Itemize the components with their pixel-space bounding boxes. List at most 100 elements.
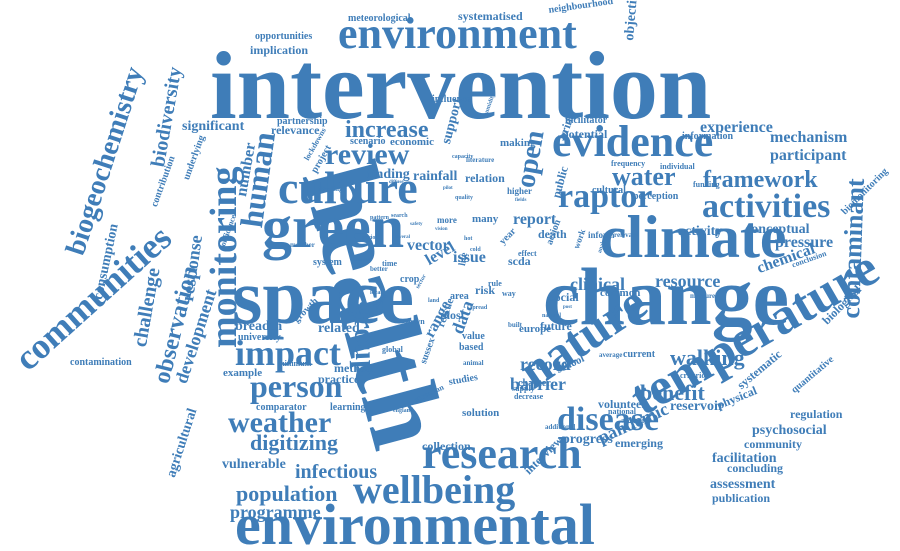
cloud-word: activities bbox=[702, 188, 831, 225]
cloud-word: change bbox=[543, 251, 789, 342]
cloud-word: walking bbox=[670, 345, 745, 370]
cloud-word: activity bbox=[678, 224, 723, 239]
cloud-word: space bbox=[232, 253, 414, 340]
cloud-word: experience bbox=[700, 119, 773, 136]
cloud-word: influence bbox=[432, 94, 471, 105]
cloud-word: criterion bbox=[680, 371, 710, 380]
cloud-word: based bbox=[459, 342, 484, 353]
cloud-word: pattern bbox=[370, 215, 389, 221]
cloud-word: water bbox=[612, 162, 676, 191]
cloud-word: meteorological bbox=[348, 13, 411, 24]
cloud-word: way bbox=[502, 289, 516, 298]
cloud-word: vision bbox=[435, 227, 448, 232]
cloud-word: mechanism bbox=[770, 129, 848, 146]
cloud-word: global bbox=[382, 345, 403, 354]
cloud-word: capacity bbox=[452, 154, 474, 160]
cloud-word: post bbox=[563, 305, 572, 310]
cloud-word: europe bbox=[519, 323, 552, 335]
cloud-word: issue bbox=[453, 249, 486, 266]
cloud-word: contamination bbox=[70, 357, 132, 368]
cloud-word: university bbox=[238, 332, 281, 343]
cloud-word: partnership bbox=[277, 116, 328, 127]
cloud-word: impact bbox=[235, 333, 341, 373]
cloud-word: system bbox=[313, 257, 342, 268]
cloud-word: relevance bbox=[271, 123, 320, 137]
cloud-word: decrease bbox=[514, 392, 544, 401]
cloud-word: evidence bbox=[552, 117, 714, 166]
cloud-word: work bbox=[571, 227, 588, 251]
cloud-word: natural bbox=[542, 313, 562, 319]
cloud-word: benefit bbox=[640, 380, 705, 405]
cloud-word: remains bbox=[353, 258, 371, 263]
cloud-word: digitizing bbox=[250, 430, 339, 455]
cloud-word: pressure bbox=[775, 234, 834, 251]
cloud-word: potential bbox=[562, 127, 608, 141]
cloud-word: scenario bbox=[350, 136, 386, 147]
cloud-word: scda bbox=[508, 254, 531, 268]
cloud-word: local bbox=[370, 290, 382, 296]
cloud-word: more bbox=[437, 215, 457, 225]
cloud-word: facilitator bbox=[565, 115, 608, 126]
cloud-word: pilot bbox=[443, 186, 453, 191]
cloud-word: solution bbox=[462, 407, 500, 419]
cloud-word: average bbox=[599, 351, 623, 359]
cloud-word: spread bbox=[470, 305, 488, 311]
cloud-word: quantitative bbox=[789, 354, 837, 396]
cloud-word: chapter bbox=[518, 378, 551, 389]
cloud-word: vulnerable bbox=[222, 457, 286, 472]
cloud-word: time bbox=[382, 259, 398, 268]
cloud-word: member bbox=[290, 241, 315, 249]
cloud-word: relation bbox=[465, 171, 505, 185]
cloud-word: effect bbox=[518, 249, 537, 258]
cloud-word: report bbox=[513, 211, 557, 228]
cloud-word: facilitation bbox=[712, 451, 777, 466]
cloud-word: value bbox=[462, 331, 485, 342]
cloud-word: crop bbox=[400, 274, 420, 285]
cloud-word: future bbox=[540, 319, 572, 333]
cloud-word: psychosocial bbox=[752, 423, 827, 438]
cloud-word: collection bbox=[422, 439, 471, 453]
cloud-word: raptor bbox=[558, 178, 653, 215]
cloud-word: down bbox=[406, 317, 425, 326]
cloud-word: hot bbox=[464, 236, 473, 242]
cloud-word: animal bbox=[463, 359, 484, 367]
cloud-word: flooding bbox=[318, 185, 343, 193]
cloud-word: built bbox=[508, 321, 523, 329]
cloud-word: review bbox=[325, 138, 410, 171]
cloud-word: diffuse bbox=[389, 180, 404, 185]
cloud-word: additional bbox=[545, 423, 576, 431]
cloud-word: vector bbox=[407, 237, 450, 254]
cloud-word: person bbox=[250, 368, 343, 404]
cloud-word: practice bbox=[318, 372, 360, 386]
cloud-word: intervention bbox=[210, 32, 712, 139]
cloud-word: quality bbox=[455, 195, 474, 201]
cloud-word: record bbox=[520, 354, 571, 374]
cloud-word: inform bbox=[588, 230, 615, 240]
cloud-word: related bbox=[318, 321, 360, 336]
cloud-word: environmental bbox=[235, 492, 595, 551]
cloud-word: common bbox=[600, 287, 641, 299]
cloud-word: higher bbox=[507, 186, 533, 196]
cloud-word: social bbox=[550, 290, 579, 304]
cloud-word: framework bbox=[703, 167, 818, 193]
cloud-word: making bbox=[500, 137, 536, 149]
cloud-word: emerging bbox=[615, 436, 663, 450]
cloud-word: anxieties bbox=[621, 416, 651, 425]
cloud-word: minimum bbox=[278, 359, 312, 368]
cloud-word: current bbox=[623, 349, 656, 360]
cloud-word: resource bbox=[655, 271, 721, 291]
cloud-word: search bbox=[391, 213, 408, 219]
cloud-word: england bbox=[393, 408, 414, 414]
cloud-word: breadth bbox=[235, 319, 283, 334]
cloud-word: systematised bbox=[458, 9, 523, 23]
cloud-word: most bbox=[440, 308, 465, 322]
cloud-word: year bbox=[497, 225, 519, 248]
cloud-word: rainfall bbox=[413, 169, 458, 184]
cloud-word: measure bbox=[690, 292, 716, 300]
cloud-word: death bbox=[538, 227, 567, 241]
cloud-word: risk bbox=[475, 283, 496, 297]
cloud-word: frequency bbox=[611, 159, 646, 168]
cloud-word: culture bbox=[278, 162, 418, 213]
cloud-word: many bbox=[472, 213, 499, 225]
cloud-word: relevant bbox=[614, 231, 639, 239]
